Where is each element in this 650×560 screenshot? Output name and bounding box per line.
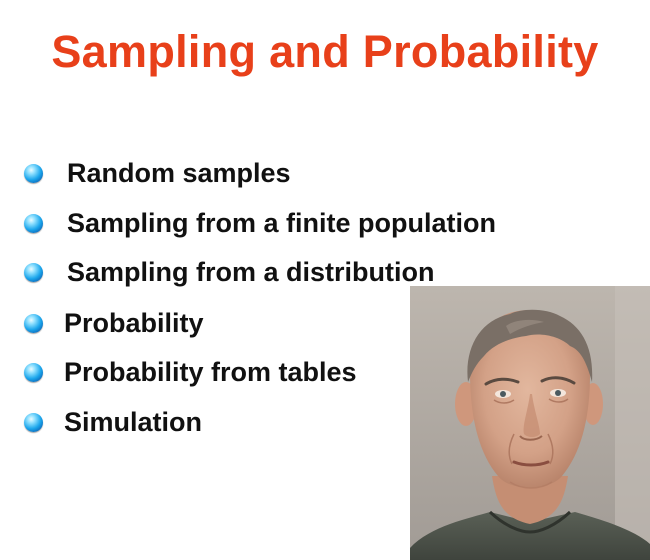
bullet-text: Sampling from a finite population [67, 207, 496, 238]
bullet-text: Sampling from a distribution [67, 256, 435, 287]
bullet-item: Sampling from a distribution [24, 256, 435, 288]
blue-sphere-bullet-icon [24, 163, 43, 183]
blue-sphere-bullet-icon [24, 213, 43, 233]
bullet-item: Simulation [24, 406, 202, 438]
blue-sphere-bullet-icon [24, 313, 43, 333]
bullet-item: Probability from tables [24, 356, 357, 388]
bullet-item: Random samples [24, 157, 291, 189]
blue-sphere-bullet-icon [24, 262, 43, 282]
slide-title: Sampling and Probability [51, 26, 599, 77]
bullet-text: Probability [64, 307, 204, 338]
bullet-item: Sampling from a finite population [24, 207, 496, 239]
bullet-text: Random samples [67, 157, 291, 188]
bullet-item: Probability [24, 307, 204, 339]
bullet-text: Simulation [64, 406, 203, 437]
portrait-illustration [410, 286, 650, 560]
portrait-photo [410, 286, 650, 560]
blue-sphere-bullet-icon [24, 412, 43, 432]
bullet-text: Probability from tables [64, 356, 357, 387]
blue-sphere-bullet-icon [24, 362, 43, 382]
